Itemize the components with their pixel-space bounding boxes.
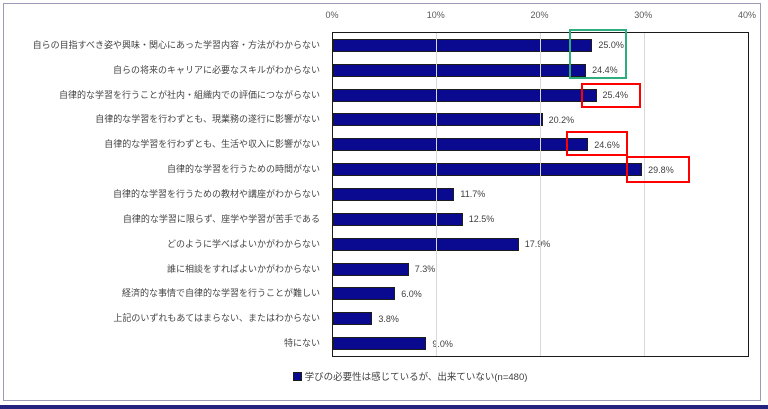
bar [333,212,463,226]
category-label: 自律的な学習を行わずとも、現業務の遂行に影響がない [95,114,320,125]
bar [333,63,587,77]
legend-swatch-icon [292,371,302,381]
bar-value-label: 25.0% [598,40,624,51]
bar-row: 6.0% [333,281,748,306]
category-label: 自らの目指すべき姿や興味・関心にあった学習内容・方法がわからない [32,39,320,50]
category-label: 自らの将来のキャリアに必要なスキルがわからない [112,64,320,75]
bar-value-label: 29.8% [648,164,674,175]
bar-value-label: 20.2% [548,114,575,125]
x-tick-label: 0% [325,10,339,20]
bar-row: 25.0% [333,33,748,58]
category-label: 経済的な事情で自律的な学習を行うことが難しい [121,288,320,299]
bar-row: 9.0% [333,331,748,356]
category-label: 誰に相談をすればよいかがわからない [166,263,320,274]
category-label: 自律的な学習に限らず、座学や学習が苦手である [122,213,320,224]
bar [333,237,519,251]
bar [333,262,409,276]
gridline [540,33,541,356]
highlight-box-red-25-4 [581,83,641,108]
bar-row: 29.8% [333,157,748,182]
bar-row: 25.4% [333,83,748,108]
legend: 学びの必要性は感じているが、出来ていない(n=480) [32,369,768,383]
plot-area: 25.0% 24.4% 25.4% 20.2% 24.6% 29.8% 11.7% 12.5%… [332,32,749,357]
bar-rows: 25.0% 24.4% 25.4% 20.2% 24.6% 29.8% 11.7% 12.5%… [333,33,748,356]
gridline [643,33,645,356]
bar [333,38,593,52]
bar-row: 24.4% [333,58,748,83]
bar [333,287,396,301]
bar-value-label: 9.0% [432,338,453,349]
category-label: 自律的な学習を行うための時間がない [166,164,320,175]
x-tick-label: 30% [634,10,653,20]
bar-value-label: 12.5% [468,214,495,225]
highlight-box-green [569,29,627,79]
bar-value-label: 24.6% [594,139,620,150]
bar-row: 11.7% [333,182,748,207]
bar-row: 24.6% [333,132,748,157]
x-tick-label: 20% [530,10,549,20]
x-tick-label: 10% [426,10,445,20]
bar-value-label: 24.4% [592,65,618,76]
highlight-box-red-29-8 [626,156,690,183]
bar [333,138,589,152]
x-axis-ticks: 0% 10% 20% 30% 40% [325,10,756,22]
legend-label: 学びの必要性は感じているが、出来ていない(n=480) [304,372,528,383]
category-label: 上記のいずれもあてはまらない、またはわからない [113,313,320,324]
bar-value-label: 6.0% [401,288,422,299]
gridline [436,33,438,356]
bar-row: 7.3% [333,257,748,282]
highlight-box-red-24-6 [566,131,628,156]
bar-row: 17.9% [333,232,748,257]
bar-value-label: 3.8% [378,313,399,324]
bar-row: 12.5% [333,207,748,232]
x-tick-label: 40% [737,10,757,20]
bottom-divider [0,405,768,409]
bar [333,312,373,326]
bar-value-label: 25.4% [602,90,629,101]
chart-frame: 0% 10% 20% 30% 40% 自らの目指すべき姿や興味・関心にあった学習内容・方… [3,3,761,401]
bar-row: 3.8% [333,306,748,331]
bar [333,113,543,127]
bar-row: 20.2% [333,108,748,133]
bar [333,187,455,201]
category-labels: 自らの目指すべき姿や興味・関心にあった学習内容・方法がわからない自らの将来のキャ… [12,32,326,355]
category-label: 自律的な学習を行うことが社内・組織内での評価につながらない [58,89,320,100]
category-label: 自律的な学習を行わずとも、生活や収入に影響がない [104,139,320,150]
category-label: どのように学べばよいかがわからない [166,238,320,249]
bar [333,337,427,351]
category-label: 自律的な学習を行うための教材や講座がわからない [112,188,320,199]
bar-value-label: 17.9% [524,239,551,250]
bar-value-label: 7.3% [414,264,436,275]
category-label: 特にない [283,338,320,349]
bar-value-label: 11.7% [460,189,486,200]
bar [333,163,643,177]
bar [333,88,597,102]
